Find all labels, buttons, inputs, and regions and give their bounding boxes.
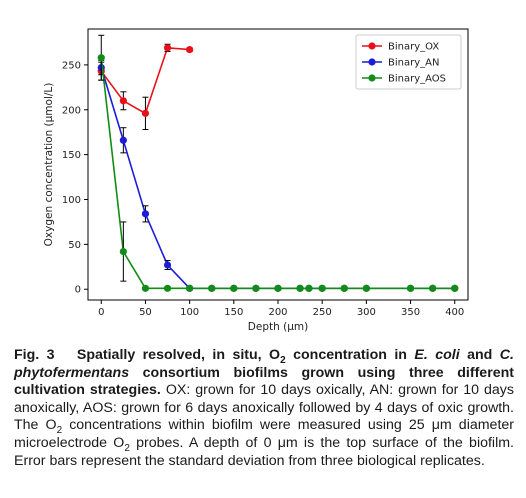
data-point <box>163 44 172 52</box>
data-point <box>252 284 260 292</box>
legend-label: Binary_AOS <box>388 74 446 85</box>
y-tick-label: 100 <box>62 195 81 206</box>
axes: 0 50 100 150 200 250 300 350 400 0 50 100 150 200 250 D… <box>43 28 469 333</box>
y-tick-label: 200 <box>62 105 81 116</box>
y-axis-label: Oxygen concentration (μmol/L) <box>43 83 55 247</box>
figure-caption: Fig. 3 Spatially resolved, in situ, O2 c… <box>14 347 514 470</box>
y-tick-label: 150 <box>62 150 81 161</box>
x-axis-label: Depth (μm) <box>248 321 308 333</box>
data-point <box>97 54 105 62</box>
data-point <box>163 261 172 269</box>
x-tick-label: 300 <box>357 307 376 318</box>
series-line-binary-aos <box>100 57 455 290</box>
data-point <box>141 210 150 218</box>
data-point <box>186 46 194 54</box>
data-point <box>119 247 127 256</box>
legend-marker <box>368 42 376 50</box>
legend-label: Binary_AN <box>388 58 439 69</box>
data-point <box>119 136 127 144</box>
x-tick-label: 250 <box>313 307 332 318</box>
legend-marker <box>368 58 376 66</box>
data-point <box>163 284 172 292</box>
data-point <box>362 284 370 292</box>
y-tick-label: 0 <box>75 285 81 296</box>
data-point <box>340 284 348 292</box>
data-point <box>296 284 304 292</box>
x-tick-label: 100 <box>180 307 199 318</box>
data-point <box>318 284 326 292</box>
x-tick-label: 50 <box>139 307 152 318</box>
data-point <box>208 284 216 292</box>
series-line-binary-an <box>100 67 455 290</box>
data-point <box>186 284 194 292</box>
data-point <box>141 284 150 292</box>
data-point <box>305 284 313 292</box>
x-tick-label: 0 <box>98 307 104 318</box>
data-point <box>451 284 459 292</box>
caption-body: OX: grown for 10 days oxically, AN: grow… <box>14 382 514 469</box>
y-tick-label: 50 <box>68 240 81 251</box>
data-point <box>119 97 127 105</box>
legend-box <box>355 34 462 90</box>
legend-label: Binary_OX <box>388 42 439 53</box>
y-tick-label: 250 <box>62 60 81 71</box>
legend: Binary_OX Binary_AN Binary_AOS <box>355 34 462 90</box>
x-tick-label: 400 <box>445 307 464 318</box>
data-point <box>274 284 282 292</box>
data-point <box>406 284 415 292</box>
x-tick-label: 350 <box>401 307 420 318</box>
caption-title: Spatially resolved, in situ, O2 concentr… <box>14 347 514 399</box>
x-tick-label: 150 <box>224 307 243 318</box>
data-point <box>141 109 150 117</box>
legend-marker <box>368 74 376 82</box>
data-point <box>429 284 437 292</box>
figure-label: Fig. 3 <box>14 347 55 363</box>
oxygen-depth-chart: 0 50 100 150 200 250 300 350 400 0 50 100 150 200 250 D… <box>43 28 469 333</box>
plot-area <box>97 34 459 292</box>
x-tick-label: 200 <box>268 307 287 318</box>
data-point <box>230 284 238 292</box>
